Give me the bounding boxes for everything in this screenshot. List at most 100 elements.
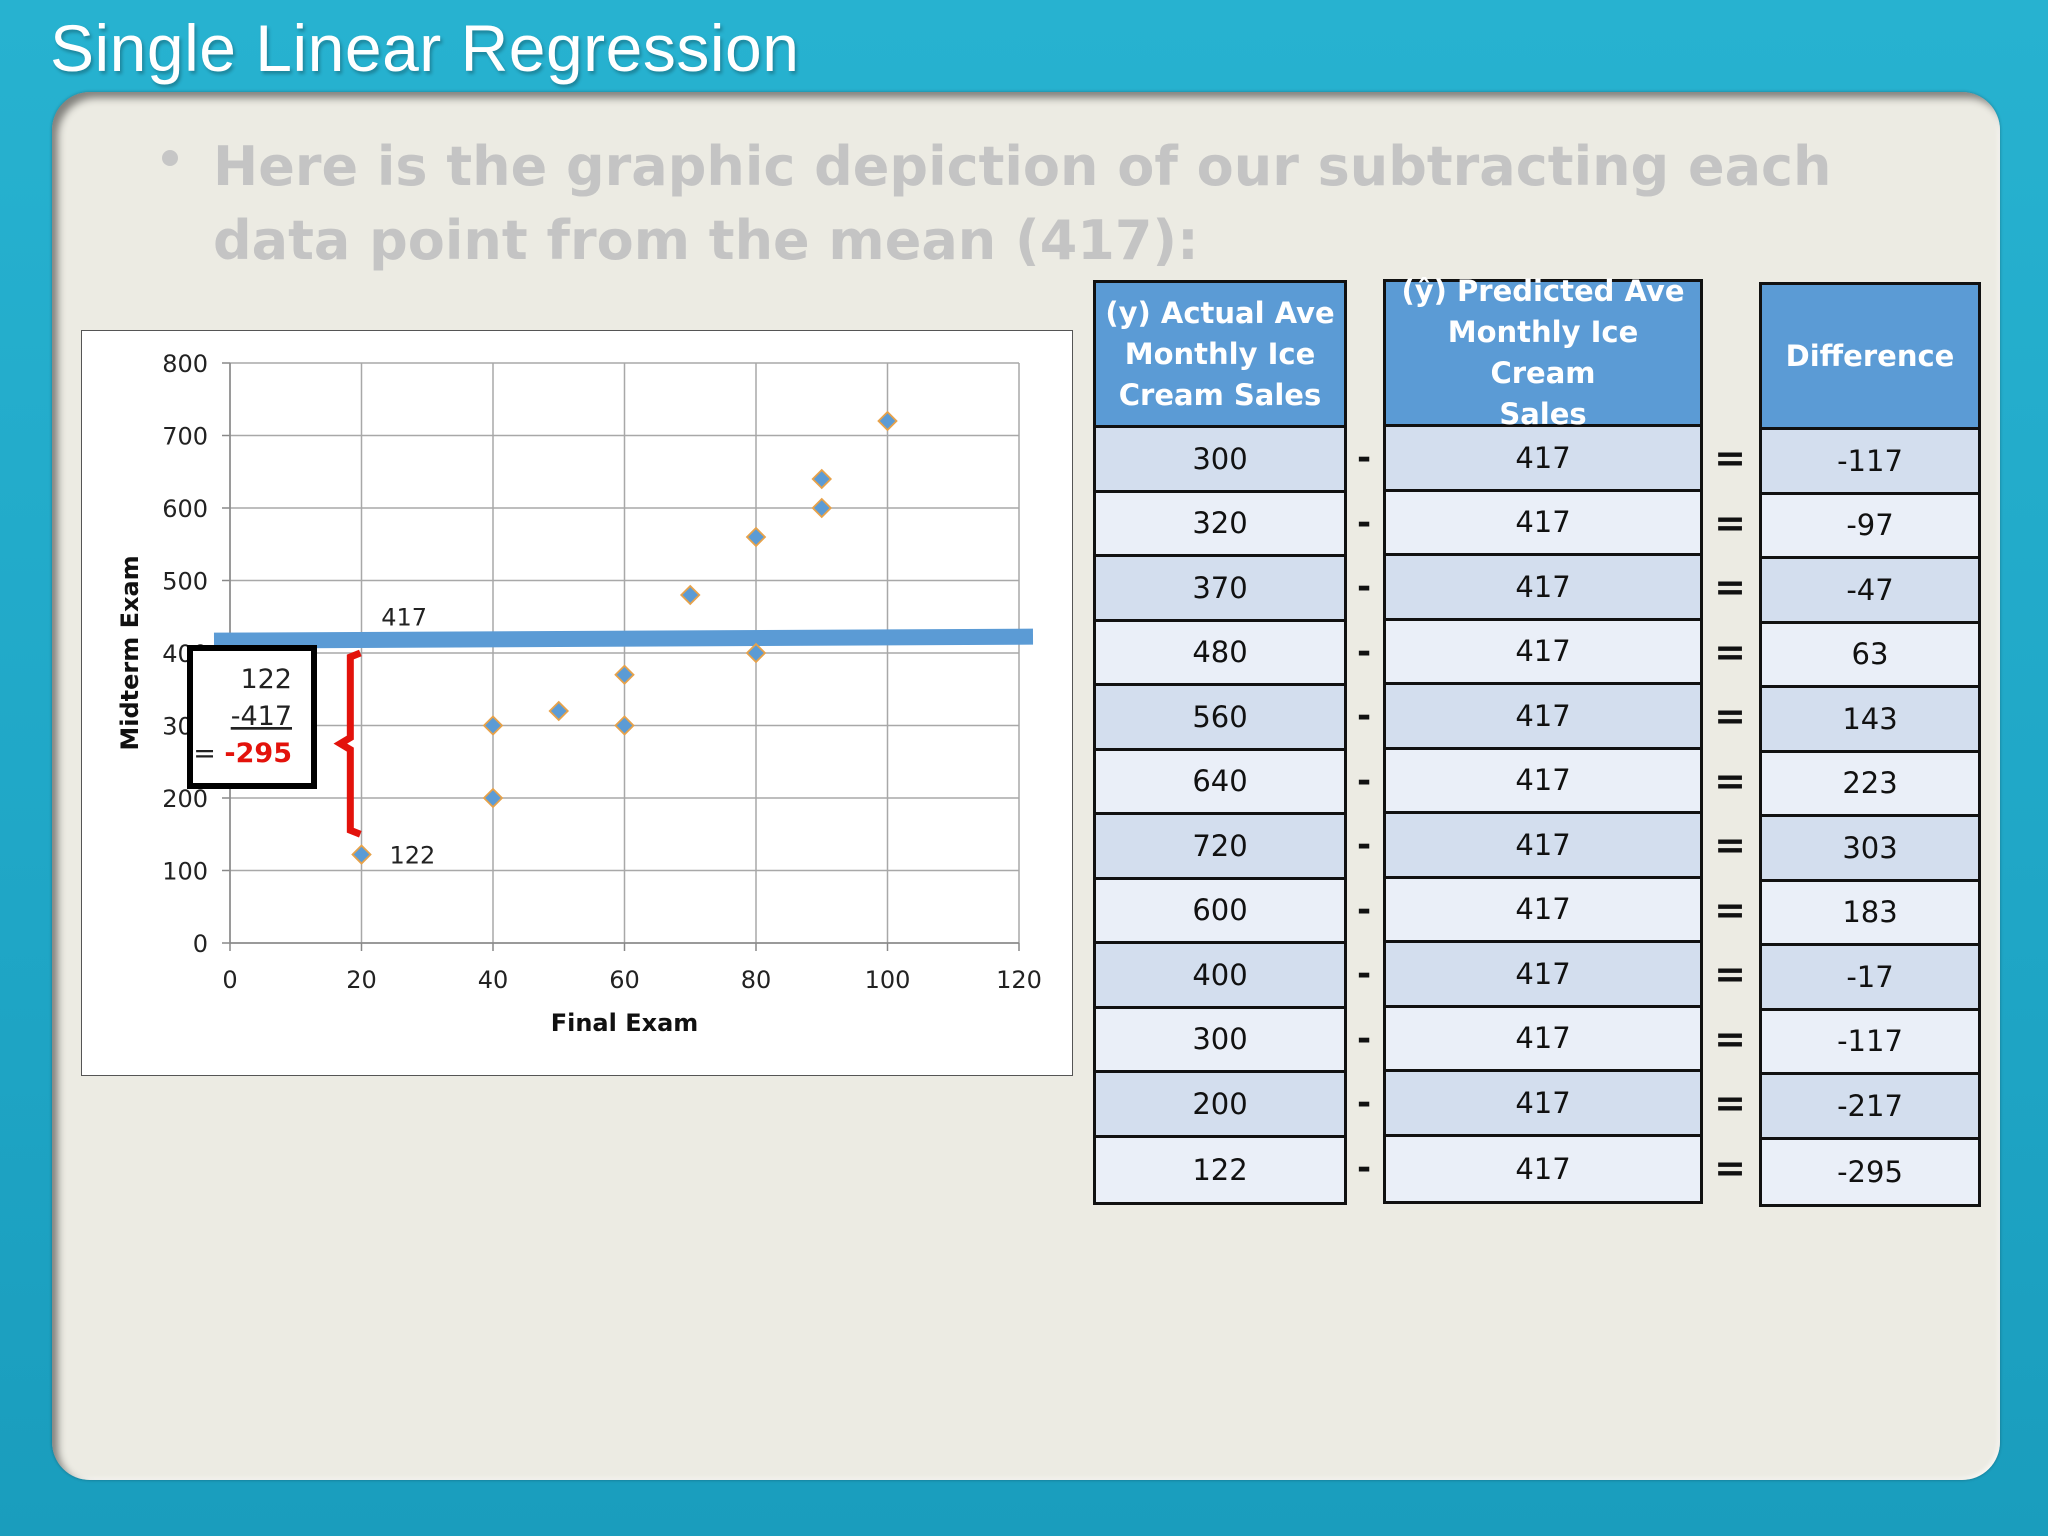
- data-point: [548, 700, 570, 722]
- data-point: [482, 787, 504, 809]
- predicted-sales-cell: 417: [1386, 1136, 1700, 1201]
- equals-sign: =: [1714, 436, 1746, 481]
- y-tick-label: 700: [162, 423, 208, 451]
- data-point: [811, 497, 833, 519]
- actual-header-line-3: Cream Sales: [1118, 377, 1322, 412]
- equals-sign: =: [1714, 1081, 1746, 1126]
- minus-sign: -: [1356, 438, 1372, 479]
- difference-rows: -117 -97 -47 63 143 223 303 183 -17 -117 -217 -295: [1762, 430, 1978, 1204]
- calculation-box: [187, 645, 317, 789]
- calculation-line-1: 122: [240, 664, 292, 695]
- actual-sales-column: (y) Actual Ave Monthly Ice Cream Sales 3…: [1093, 280, 1347, 1205]
- x-tick-label: 40: [478, 966, 509, 994]
- minus-sign: -: [1356, 889, 1372, 930]
- actual-sales-cell: 480: [1096, 621, 1344, 686]
- mean-line: [213, 628, 1034, 649]
- predicted-rows: 417 417 417 417 417 417 417 417 417 417 417 417: [1386, 427, 1700, 1201]
- difference-cell: -217: [1762, 1075, 1978, 1140]
- predicted-sales-cell: 417: [1386, 556, 1700, 621]
- predicted-sales-cell: 417: [1386, 1072, 1700, 1137]
- predicted-sales-cell: 417: [1386, 878, 1700, 943]
- predicted-sales-column: (ŷ) Predicted Ave Monthly Ice Cream Sale…: [1383, 274, 1703, 1204]
- y-tick-label: 800: [162, 350, 208, 378]
- minus-sign: -: [1356, 567, 1372, 608]
- actual-header-line-1: (y) Actual Ave: [1105, 295, 1335, 330]
- y-axis-label: Midterm Exam: [116, 555, 144, 750]
- mean-line-label: 417: [381, 604, 427, 632]
- data-point: [351, 844, 372, 865]
- data-point: [614, 715, 635, 736]
- calculation-result: = -295: [193, 738, 292, 769]
- equals-sign: =: [1714, 887, 1746, 932]
- minus-sign: -: [1356, 696, 1372, 737]
- data-point: [745, 642, 767, 664]
- difference-cell: 183: [1762, 881, 1978, 946]
- predicted-header-line-1: (ŷ) Predicted Ave: [1401, 274, 1685, 308]
- actual-sales-cell: 720: [1096, 815, 1344, 880]
- predicted-sales-cell: 417: [1386, 427, 1700, 492]
- actual-sales-cell: 200: [1096, 1073, 1344, 1138]
- calculation-line-2: -417: [231, 701, 292, 732]
- difference-header: Difference: [1762, 285, 1978, 430]
- minus-sign: -: [1356, 760, 1372, 801]
- equals-sign: =: [1714, 565, 1746, 610]
- predicted-header-line-3: Sales: [1499, 397, 1587, 431]
- predicted-sales-cell: 417: [1386, 814, 1700, 879]
- difference-cell: -117: [1762, 1010, 1978, 1075]
- actual-sales-cell: 300: [1096, 428, 1344, 493]
- equals-sign: =: [1714, 629, 1746, 674]
- actual-sales-cell: 320: [1096, 492, 1344, 557]
- calculation-result-value: -295: [224, 738, 292, 769]
- minus-sign: -: [1356, 825, 1372, 866]
- y-tick-label: 600: [162, 495, 208, 523]
- equals-sign: =: [1714, 823, 1746, 868]
- equals-sign: =: [1714, 758, 1746, 803]
- minus-sign: -: [1356, 502, 1372, 543]
- actual-sales-cell: 400: [1096, 944, 1344, 1009]
- y-tick-label: 200: [162, 785, 208, 813]
- predicted-sales-cell: 417: [1386, 491, 1700, 556]
- difference-cell: 63: [1762, 623, 1978, 688]
- predicted-sales-cell: 417: [1386, 943, 1700, 1008]
- difference-cell: 303: [1762, 817, 1978, 882]
- equals-sign: =: [1714, 1016, 1746, 1061]
- actual-header-line-2: Monthly Ice: [1124, 336, 1316, 371]
- x-tick-label: 120: [996, 966, 1042, 994]
- predicted-sales-cell: 417: [1386, 749, 1700, 814]
- predicted-header-line-2: Monthly Ice Cream: [1447, 315, 1639, 390]
- data-point: [745, 526, 767, 548]
- predicted-sales-cell: 417: [1386, 1007, 1700, 1072]
- actual-sales-cell: 560: [1096, 686, 1344, 751]
- predicted-sales-cell: 417: [1386, 685, 1700, 750]
- difference-cell: -295: [1762, 1139, 1978, 1204]
- data-point: [614, 664, 635, 686]
- actual-sales-cell: 640: [1096, 750, 1344, 815]
- bullet-text: Here is the graphic depiction of our sub…: [213, 135, 1832, 272]
- equals-sign: =: [1714, 952, 1746, 997]
- actual-rows: 300 320 370 480 560 640 720 600 400 300 200 122: [1096, 428, 1344, 1202]
- difference-cell: -47: [1762, 559, 1978, 624]
- x-tick-label: 60: [609, 966, 640, 994]
- point-label: 122: [390, 842, 436, 870]
- difference-header-label: Difference: [1785, 338, 1955, 373]
- x-tick-label: 100: [865, 966, 911, 994]
- minus-sign: -: [1356, 954, 1372, 995]
- equals-sign: =: [1714, 1145, 1746, 1190]
- difference-cell: 223: [1762, 752, 1978, 817]
- difference-column: Difference -117 -97 -47 63 143 223 303 183 -17 -1…: [1759, 282, 1981, 1207]
- y-tick-label: 0: [193, 930, 208, 958]
- actual-sales-cell: 300: [1096, 1008, 1344, 1073]
- scatter-chart: 0 100 200 300 400 500 600 700 800 0 20 40 60 80 100 120…: [81, 330, 1073, 1076]
- actual-sales-header: (y) Actual Ave Monthly Ice Cream Sales: [1096, 283, 1344, 428]
- difference-cell: -117: [1762, 430, 1978, 495]
- distance-brace: [333, 649, 362, 838]
- data-point: [811, 468, 833, 490]
- bullet-icon: [162, 150, 178, 166]
- equals-sign: =: [1714, 500, 1746, 545]
- equals-sign: =: [1714, 694, 1746, 739]
- data-point: [482, 715, 504, 736]
- y-tick-label: 500: [162, 568, 208, 596]
- y-tick-label: 100: [162, 858, 208, 886]
- difference-cell: -17: [1762, 946, 1978, 1011]
- predicted-sales-header: (ŷ) Predicted Ave Monthly Ice Cream Sale…: [1386, 274, 1700, 431]
